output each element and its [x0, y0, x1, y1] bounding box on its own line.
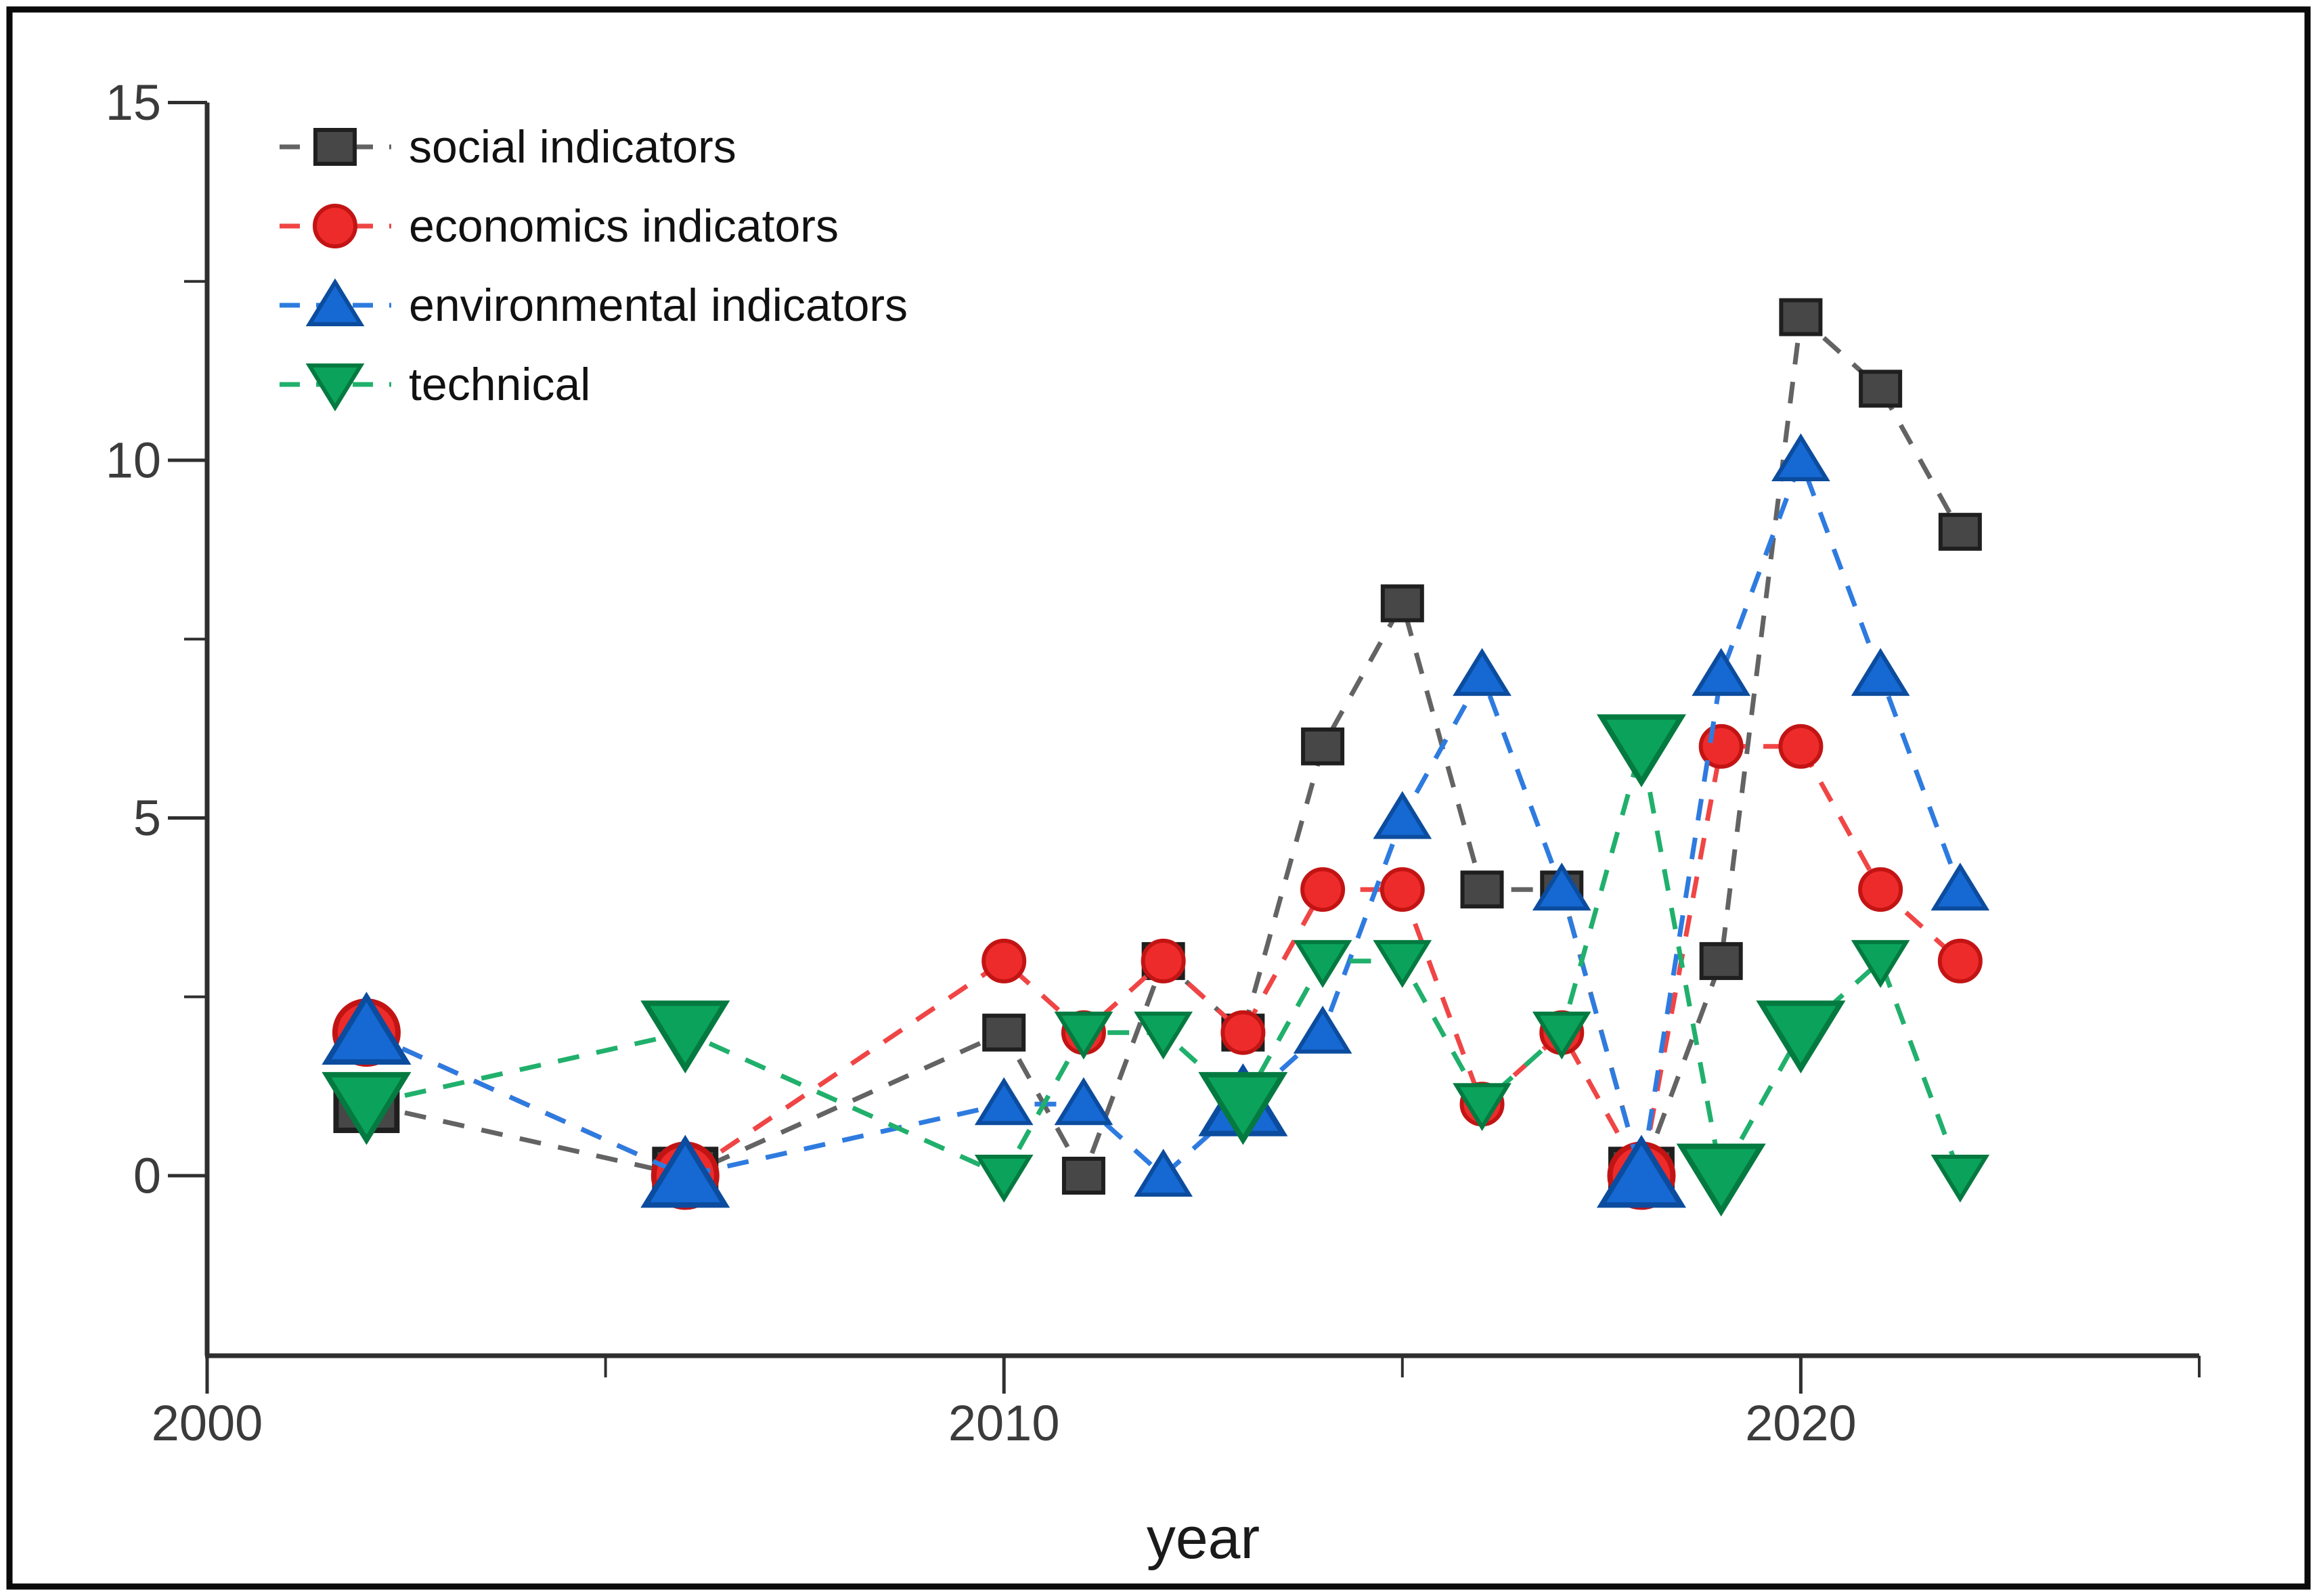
legend-label: technical: [409, 359, 590, 410]
marker-technical-2013: [1198, 1071, 1288, 1145]
marker-environmental-2020: [1771, 433, 1830, 481]
legend-item-environmental: environmental indicators: [280, 278, 908, 331]
marker-technical-2021: [1851, 939, 1910, 988]
figure-border: [6, 6, 2311, 1590]
line-environmental: [366, 453, 1963, 1179]
legend-triangle-up-icon: [305, 278, 365, 326]
marker-environmental-2006: [640, 1134, 730, 1208]
marker-economics-2012: [1141, 938, 1186, 983]
marker-technical-2018: [1596, 714, 1687, 788]
legend-circle-icon: [313, 204, 357, 248]
x-axis-tick-label: 2000: [152, 1395, 263, 1451]
marker-environmental-2017: [1532, 862, 1591, 911]
marker-environmental-2011: [1054, 1077, 1113, 1126]
x-axis-tick-label: 2020: [1745, 1395, 1857, 1451]
marker-technical-2014: [1293, 939, 1352, 988]
marker-economics-2013: [1220, 1010, 1266, 1055]
marker-social-2022: [1938, 512, 1982, 551]
x-axis-title: year: [1147, 1506, 1260, 1571]
legend-item-economics: economics indicators: [280, 200, 839, 252]
series-technical: [322, 714, 1990, 1217]
legend-square-icon: [313, 128, 357, 166]
marker-economics-2015: [1380, 867, 1425, 912]
marker-technical-2015: [1373, 939, 1432, 988]
marker-social-2021: [1859, 370, 1903, 408]
marker-environmental-2022: [1930, 862, 1990, 911]
marker-environmental-2014: [1293, 1005, 1352, 1054]
marker-technical-2017: [1532, 1011, 1591, 1060]
marker-environmental-2010: [974, 1077, 1034, 1126]
marker-environmental-2012: [1134, 1149, 1193, 1197]
marker-economics-2010: [981, 938, 1027, 983]
y-axis-tick-label: 0: [133, 1148, 161, 1204]
marker-economics-2022: [1937, 938, 1983, 983]
y-axis-tick-label: 10: [106, 433, 161, 489]
legend-label: economics indicators: [409, 200, 839, 252]
legend-triangle-down-icon: [305, 363, 365, 412]
legend-label: social indicators: [409, 121, 736, 173]
marker-environmental-2019: [1692, 648, 1751, 696]
marker-technical-2012: [1134, 1011, 1193, 1060]
marker-social-2020: [1779, 298, 1823, 336]
marker-social-2014: [1301, 727, 1345, 766]
marker-social-2010: [982, 1013, 1026, 1052]
marker-technical-2016: [1453, 1083, 1511, 1132]
marker-technical-2011: [1054, 1011, 1113, 1060]
marker-social-2016: [1460, 870, 1504, 909]
legend-item-technical: technical: [280, 359, 590, 412]
legend-item-social: social indicators: [280, 121, 736, 173]
marker-economics-2014: [1300, 867, 1346, 912]
y-axis-tick-label: 15: [106, 74, 161, 131]
marker-social-2011: [1061, 1157, 1105, 1195]
marker-technical-2006: [640, 1000, 730, 1073]
x-axis-tick-label: 2010: [948, 1395, 1060, 1451]
marker-economics-2021: [1858, 867, 1903, 912]
marker-environmental-2021: [1851, 648, 1910, 696]
marker-technical-2010: [974, 1155, 1034, 1203]
marker-environmental-2016: [1453, 648, 1511, 696]
marker-technical-2019: [1676, 1143, 1766, 1217]
legend: social indicators economics indicators env…: [280, 121, 908, 412]
marker-technical-2002: [322, 1071, 412, 1145]
marker-environmental-2018: [1596, 1134, 1687, 1208]
marker-environmental-2002: [322, 992, 412, 1065]
y-axis-tick-label: 5: [133, 790, 161, 846]
marker-social-2019: [1699, 941, 1743, 980]
marker-social-2015: [1380, 584, 1424, 623]
legend-label: environmental indicators: [409, 280, 908, 331]
marker-economics-2020: [1778, 724, 1824, 769]
marker-technical-2020: [1756, 1000, 1846, 1073]
marker-environmental-2015: [1373, 791, 1432, 839]
marker-technical-2022: [1930, 1155, 1990, 1203]
